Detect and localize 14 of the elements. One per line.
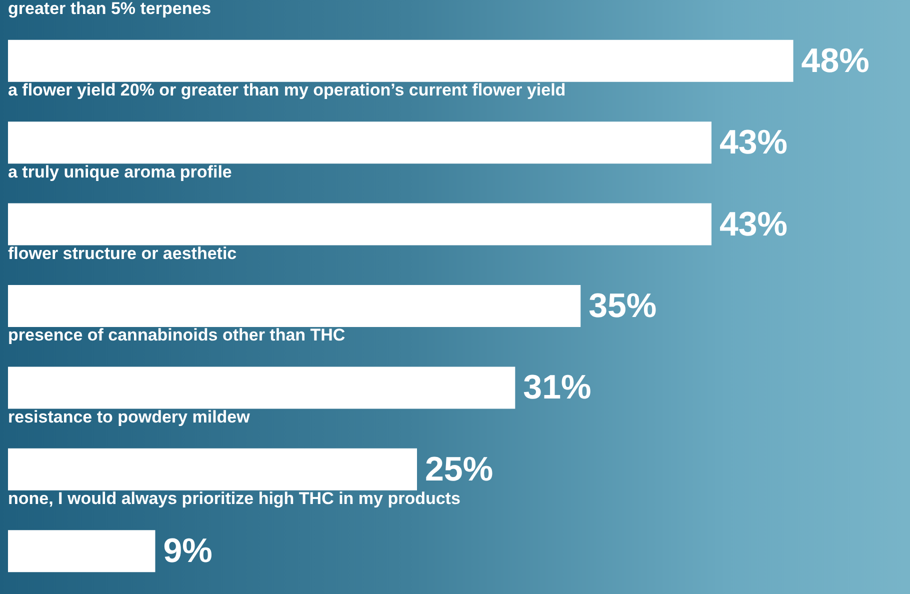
y-tick-label: a truly unique aroma profile [8, 162, 232, 182]
y-tick-label: flower structure or aesthetic [8, 244, 237, 263]
y-tick-label: resistance to powdery mildew [8, 407, 251, 426]
data-label: 43% [719, 124, 788, 162]
data-label: 9% [163, 532, 212, 570]
data-label: 25% [425, 450, 494, 488]
y-tick-label: greater than 5% terpenes [8, 0, 212, 18]
data-label: 35% [588, 287, 657, 325]
y-tick-label: a flower yield 20% or greater than my operation’s current flower yield [8, 80, 566, 100]
y-tick-label: presence of cannabinoids other than THC [8, 326, 346, 345]
y-tick-label: none, I would always prioritize high THC in my products [8, 489, 460, 508]
data-label: 48% [801, 42, 870, 80]
data-label: 31% [523, 368, 592, 407]
data-label: 43% [719, 205, 788, 244]
